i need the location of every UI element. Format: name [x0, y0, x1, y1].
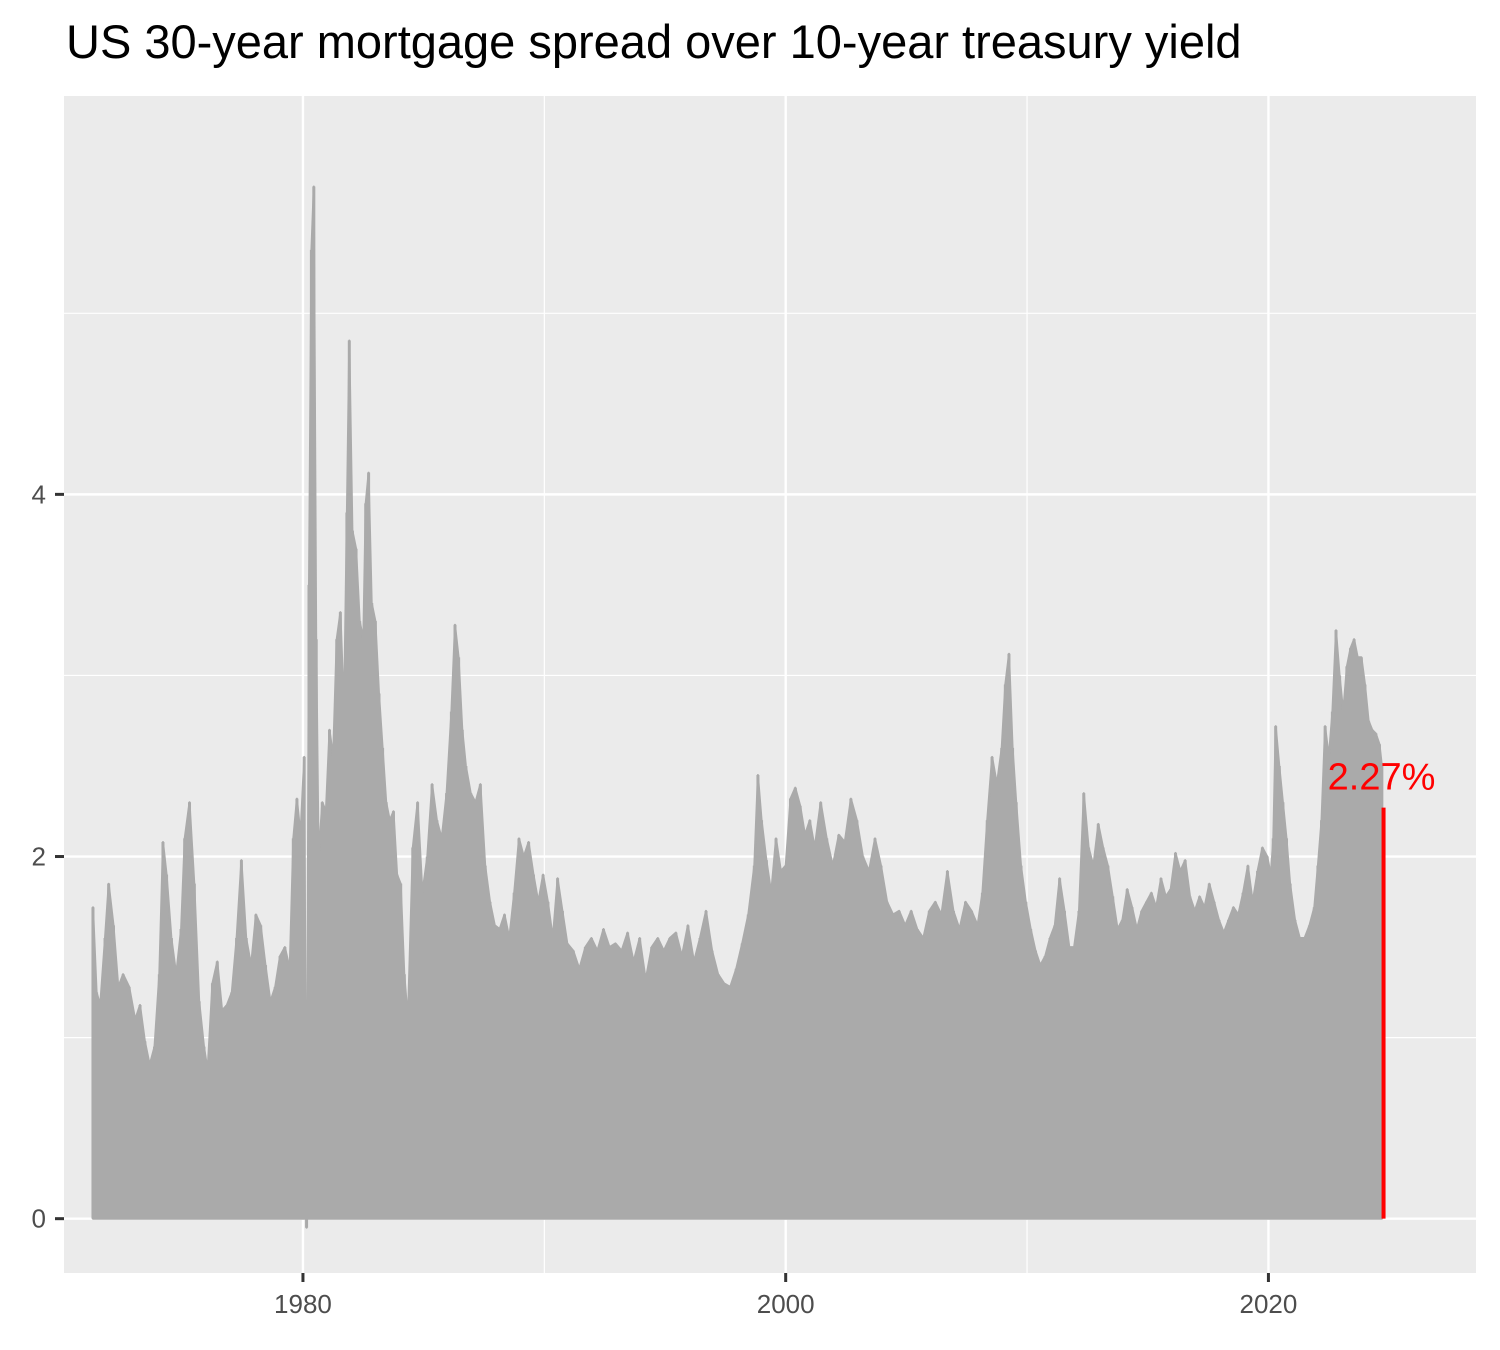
highlight-layer: 2.27%: [1328, 757, 1436, 1219]
y-tick-label: 2: [32, 842, 46, 872]
y-axis: 0 2 4: [32, 479, 64, 1234]
latest-spread-label: 2.27%: [1328, 757, 1436, 799]
x-tick-label: 1980: [274, 1289, 332, 1319]
y-tick-label: 0: [32, 1204, 46, 1234]
chart-title: US 30-year mortgage spread over 10-year …: [66, 15, 1242, 68]
x-axis: 1980 2000 2020: [274, 1273, 1297, 1319]
x-tick-label: 2020: [1240, 1289, 1298, 1319]
x-tick-label: 2000: [757, 1289, 815, 1319]
y-tick-label: 4: [32, 479, 46, 509]
spread-bars: [91, 185, 1384, 1229]
